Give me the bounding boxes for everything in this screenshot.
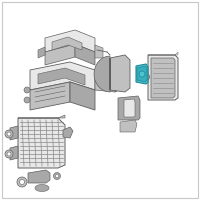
Polygon shape <box>94 56 110 92</box>
Polygon shape <box>148 52 178 55</box>
Circle shape <box>24 87 30 93</box>
Polygon shape <box>75 44 95 65</box>
Circle shape <box>7 152 11 156</box>
Polygon shape <box>38 68 85 85</box>
Polygon shape <box>95 65 120 92</box>
Polygon shape <box>63 127 73 138</box>
Polygon shape <box>148 55 178 100</box>
Ellipse shape <box>35 184 49 192</box>
Polygon shape <box>45 44 75 65</box>
Circle shape <box>139 71 145 77</box>
Circle shape <box>142 73 150 80</box>
Polygon shape <box>120 120 137 132</box>
Polygon shape <box>95 45 103 58</box>
Polygon shape <box>30 62 95 90</box>
Circle shape <box>7 132 11 136</box>
Circle shape <box>54 172 60 180</box>
Polygon shape <box>52 37 82 50</box>
Polygon shape <box>28 170 50 183</box>
Circle shape <box>24 97 30 103</box>
Polygon shape <box>118 96 140 120</box>
Polygon shape <box>110 55 130 92</box>
Polygon shape <box>124 99 135 117</box>
Polygon shape <box>10 126 18 140</box>
Circle shape <box>56 174 58 178</box>
Polygon shape <box>18 115 65 118</box>
Polygon shape <box>151 58 175 98</box>
Polygon shape <box>38 47 45 58</box>
Polygon shape <box>18 118 65 168</box>
Polygon shape <box>70 82 95 110</box>
Polygon shape <box>137 66 147 82</box>
Circle shape <box>5 150 13 158</box>
Polygon shape <box>115 65 125 92</box>
Circle shape <box>20 180 24 184</box>
Polygon shape <box>10 146 18 160</box>
Polygon shape <box>45 30 95 52</box>
Polygon shape <box>136 64 148 84</box>
Circle shape <box>5 130 13 138</box>
Polygon shape <box>30 82 70 110</box>
Circle shape <box>17 177 27 187</box>
